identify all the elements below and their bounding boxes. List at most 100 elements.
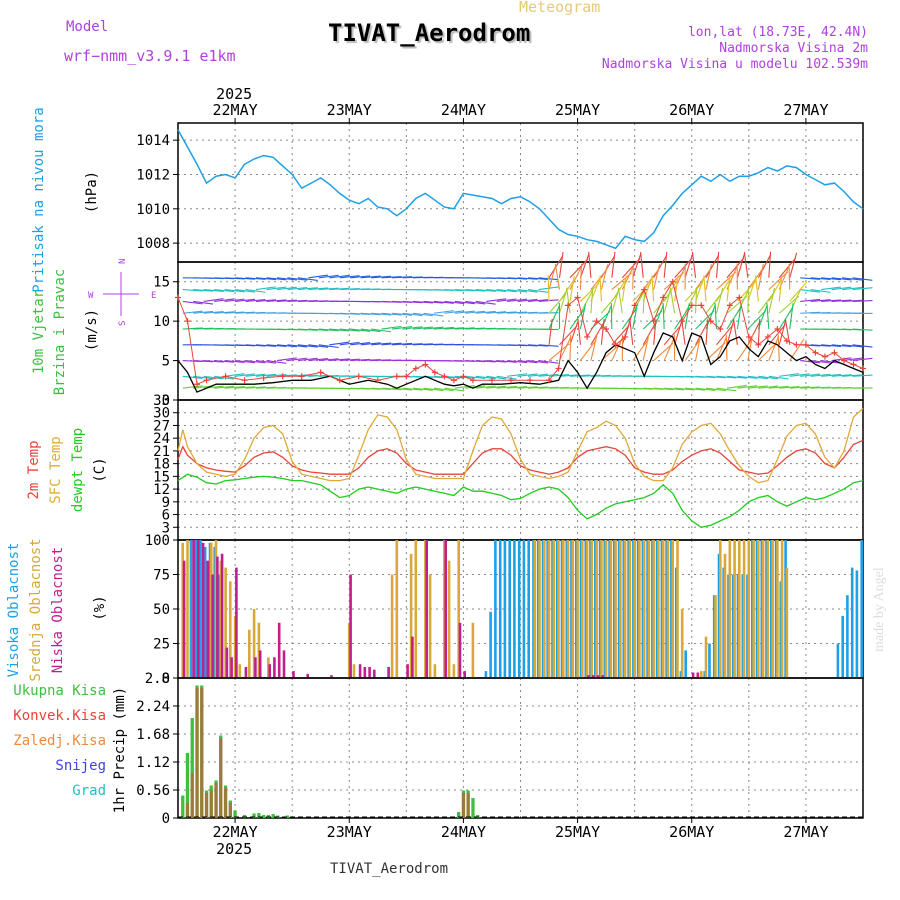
precip-bar	[190, 718, 194, 818]
wind-arrow	[852, 374, 873, 377]
compass-north: N	[118, 259, 128, 264]
wind-arrow	[402, 326, 423, 330]
cloud-bar	[292, 671, 295, 678]
wind-arrow	[486, 360, 507, 363]
lonlat-label: lon,lat (18.73E, 42.4N)	[687, 25, 868, 40]
cloud-bar	[225, 647, 229, 678]
wind-arrow	[705, 387, 726, 392]
precip-bar	[285, 815, 289, 818]
wind-unit: (m/s)	[84, 309, 100, 351]
cloud-bar	[747, 540, 751, 678]
gust-marker	[821, 353, 828, 360]
cloud-bar	[238, 664, 242, 678]
wind-arrow	[757, 318, 761, 345]
wind-arrow	[768, 375, 789, 380]
wind-arrow	[705, 254, 720, 279]
gust-marker	[279, 373, 286, 380]
wind-arrow	[810, 386, 831, 389]
wind-arrow	[747, 385, 768, 389]
wind-arrow	[611, 272, 633, 291]
wind-arrow	[266, 360, 287, 364]
wind-arrow	[224, 311, 245, 314]
cloud-bar	[765, 540, 768, 678]
wind-arrow	[308, 274, 329, 279]
model-altitude-label: Nadmorska Visina u modelu 102.539m	[601, 57, 868, 72]
wind-arrow	[684, 289, 698, 314]
wind-arrow	[653, 264, 661, 290]
cloud-bar	[591, 675, 595, 678]
cloud-bar	[641, 540, 645, 678]
wind-arrow	[318, 358, 339, 362]
precip-bar	[204, 793, 209, 818]
wind-arrow	[465, 300, 486, 305]
cloud-bar	[517, 540, 521, 678]
wind-arrow	[528, 299, 549, 302]
wind-arrow	[297, 344, 318, 348]
wind-arrow	[287, 357, 308, 362]
cloud-bar	[723, 553, 727, 678]
cloud-bar	[373, 669, 376, 678]
top-date-label: 22MAY	[213, 101, 258, 119]
wind-arrow	[642, 276, 653, 302]
wind-arrow	[329, 274, 350, 279]
wind-arrow	[486, 375, 507, 380]
gust-marker	[403, 373, 410, 380]
cloud-bar	[199, 540, 202, 678]
wind-arrow	[203, 375, 224, 380]
wind-arrow	[842, 299, 863, 302]
wind-arrow	[255, 277, 276, 281]
altitude-label: Nadmorska Visina 2m	[719, 41, 868, 56]
cloud-bar	[186, 540, 189, 678]
wind-arrow	[517, 298, 538, 302]
wind-arrow	[579, 253, 590, 278]
temperature-ytick-label: 33	[153, 393, 170, 409]
wind-arrow	[684, 303, 690, 330]
precip-bar	[200, 688, 204, 818]
wind-arrow	[600, 264, 609, 290]
wind-arrow	[558, 251, 564, 278]
clouds-ytick-label: 75	[153, 568, 170, 584]
wind-arrow	[465, 289, 486, 292]
cloud-bar	[258, 650, 262, 678]
gust-marker	[707, 318, 714, 325]
wind-arrow	[276, 299, 297, 302]
wind-ytick-label: 5	[162, 354, 170, 370]
gust-marker	[831, 349, 838, 356]
cloud-bar	[604, 540, 608, 678]
wind-arrow	[381, 312, 402, 316]
cloud-bar	[197, 540, 200, 678]
gust-marker	[850, 361, 857, 368]
temperature-frame	[177, 399, 864, 541]
wind-ylabel-1: 10m Vjetar	[31, 290, 47, 374]
wind-arrow	[423, 300, 444, 304]
wind-arrow	[579, 290, 594, 314]
cloud-bar	[657, 540, 660, 678]
wind-arrow	[768, 251, 772, 278]
wind-arrow	[732, 319, 738, 345]
wind-arrow	[569, 275, 575, 302]
gust-marker	[764, 333, 771, 340]
gust-marker	[603, 326, 610, 333]
pressure-line	[177, 129, 864, 250]
cloud-bar	[543, 540, 546, 678]
wind-arrow	[245, 373, 266, 377]
wind-arrow	[507, 289, 528, 293]
cloud-bar	[414, 540, 418, 678]
wind-arrow	[852, 299, 873, 302]
wind-arrow	[203, 289, 224, 292]
wind-arrow	[444, 327, 465, 330]
wind-arrow	[245, 289, 266, 293]
wind-arrow	[577, 318, 581, 345]
wind-arrow	[554, 263, 561, 290]
wind-arrow	[842, 277, 862, 281]
cloud-bar	[277, 622, 281, 678]
wind-arrow	[747, 375, 768, 380]
cloud-bar	[428, 574, 432, 678]
wind-arrow	[632, 252, 642, 278]
wind-arrow	[423, 312, 444, 317]
wind-arrow	[548, 264, 557, 290]
wind-arrow	[800, 373, 821, 377]
wind-arrow	[496, 311, 517, 314]
cloud-bar	[638, 540, 641, 678]
wind-arrow	[214, 385, 235, 389]
